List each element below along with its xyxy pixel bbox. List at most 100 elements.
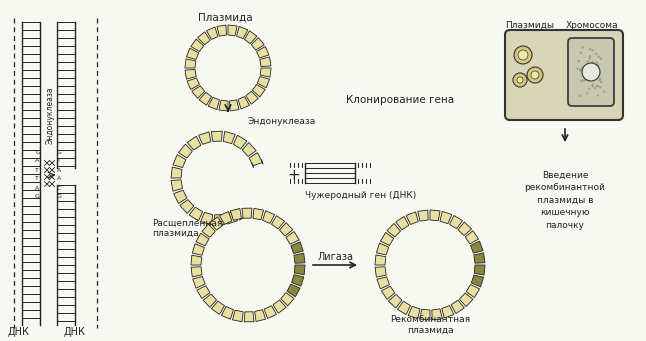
Circle shape [585, 64, 587, 67]
FancyBboxPatch shape [505, 30, 623, 120]
Circle shape [599, 77, 601, 80]
Circle shape [579, 70, 582, 72]
Polygon shape [187, 48, 199, 59]
Polygon shape [458, 222, 472, 236]
Polygon shape [262, 211, 275, 223]
Polygon shape [442, 306, 454, 318]
Polygon shape [420, 309, 430, 320]
Circle shape [599, 86, 601, 88]
Polygon shape [432, 309, 443, 320]
Circle shape [594, 73, 596, 76]
Polygon shape [406, 212, 418, 224]
Circle shape [589, 57, 590, 60]
Circle shape [596, 85, 598, 87]
Polygon shape [210, 217, 223, 230]
Text: Рекомбинантная
плазмида: Рекомбинантная плазмида [390, 315, 470, 335]
Circle shape [514, 46, 532, 64]
Circle shape [589, 74, 591, 77]
Polygon shape [192, 86, 205, 99]
Polygon shape [211, 301, 225, 314]
Polygon shape [408, 306, 420, 318]
Polygon shape [466, 284, 479, 298]
Polygon shape [246, 91, 258, 104]
Circle shape [596, 61, 598, 64]
Polygon shape [474, 253, 485, 263]
Polygon shape [388, 295, 402, 308]
Polygon shape [222, 307, 233, 319]
Circle shape [587, 60, 589, 63]
Polygon shape [187, 78, 200, 89]
Text: +: + [287, 167, 300, 182]
Polygon shape [191, 255, 202, 265]
Polygon shape [225, 212, 238, 224]
Text: G: G [57, 194, 61, 199]
Text: Лигаза: Лигаза [318, 252, 354, 262]
Polygon shape [375, 267, 386, 277]
Polygon shape [198, 32, 210, 45]
Polygon shape [377, 277, 390, 289]
Circle shape [600, 81, 602, 83]
Polygon shape [189, 207, 203, 221]
Polygon shape [219, 100, 228, 111]
Circle shape [598, 56, 600, 58]
Text: T: T [35, 177, 39, 181]
Polygon shape [291, 242, 303, 253]
Text: G: G [35, 194, 39, 199]
Polygon shape [233, 310, 243, 322]
Polygon shape [451, 300, 464, 313]
Circle shape [595, 53, 598, 55]
Polygon shape [203, 294, 216, 307]
Text: Плазмиды: Плазмиды [506, 20, 554, 30]
Polygon shape [459, 293, 473, 307]
Text: Введение
рекомбинантной
плазмиды в
кишечную
палочку: Введение рекомбинантной плазмиды в кишеч… [525, 170, 605, 229]
Circle shape [592, 61, 594, 63]
Text: T: T [35, 167, 39, 173]
Polygon shape [228, 25, 237, 36]
Circle shape [513, 73, 527, 87]
Polygon shape [255, 310, 266, 322]
Polygon shape [418, 210, 428, 221]
Polygon shape [180, 199, 194, 213]
Circle shape [597, 94, 599, 97]
Polygon shape [251, 38, 264, 50]
Polygon shape [202, 224, 215, 237]
Polygon shape [198, 132, 211, 144]
Circle shape [597, 85, 599, 88]
Polygon shape [185, 59, 196, 68]
Circle shape [579, 68, 582, 71]
Text: A: A [57, 167, 61, 173]
FancyBboxPatch shape [568, 38, 614, 106]
Circle shape [594, 69, 597, 72]
Text: Плазмида: Плазмида [198, 13, 253, 23]
Circle shape [589, 55, 591, 58]
Polygon shape [375, 255, 386, 265]
Polygon shape [294, 253, 305, 263]
Text: ДНК: ДНК [8, 327, 30, 337]
Text: C: C [57, 186, 61, 191]
Circle shape [599, 58, 602, 60]
Polygon shape [197, 286, 210, 298]
Polygon shape [260, 68, 271, 77]
Text: Эндонуклеаза: Эндонуклеаза [248, 117, 317, 125]
Polygon shape [387, 223, 401, 237]
Polygon shape [208, 97, 220, 109]
Text: A: A [35, 159, 39, 163]
Polygon shape [171, 167, 182, 178]
Polygon shape [201, 212, 213, 224]
Polygon shape [233, 135, 247, 149]
Polygon shape [253, 85, 266, 97]
Polygon shape [253, 208, 264, 220]
Polygon shape [377, 243, 389, 255]
Circle shape [582, 63, 600, 81]
Polygon shape [193, 277, 205, 288]
Polygon shape [273, 300, 286, 313]
Polygon shape [465, 231, 479, 244]
Text: Чужеродный ген (ДНК): Чужеродный ген (ДНК) [305, 191, 416, 199]
Polygon shape [242, 208, 252, 218]
Polygon shape [281, 293, 294, 306]
Circle shape [527, 67, 543, 83]
Polygon shape [271, 216, 284, 229]
Polygon shape [257, 76, 269, 88]
Text: Эндонуклеаза: Эндонуклеаза [45, 86, 54, 144]
Polygon shape [196, 233, 209, 246]
